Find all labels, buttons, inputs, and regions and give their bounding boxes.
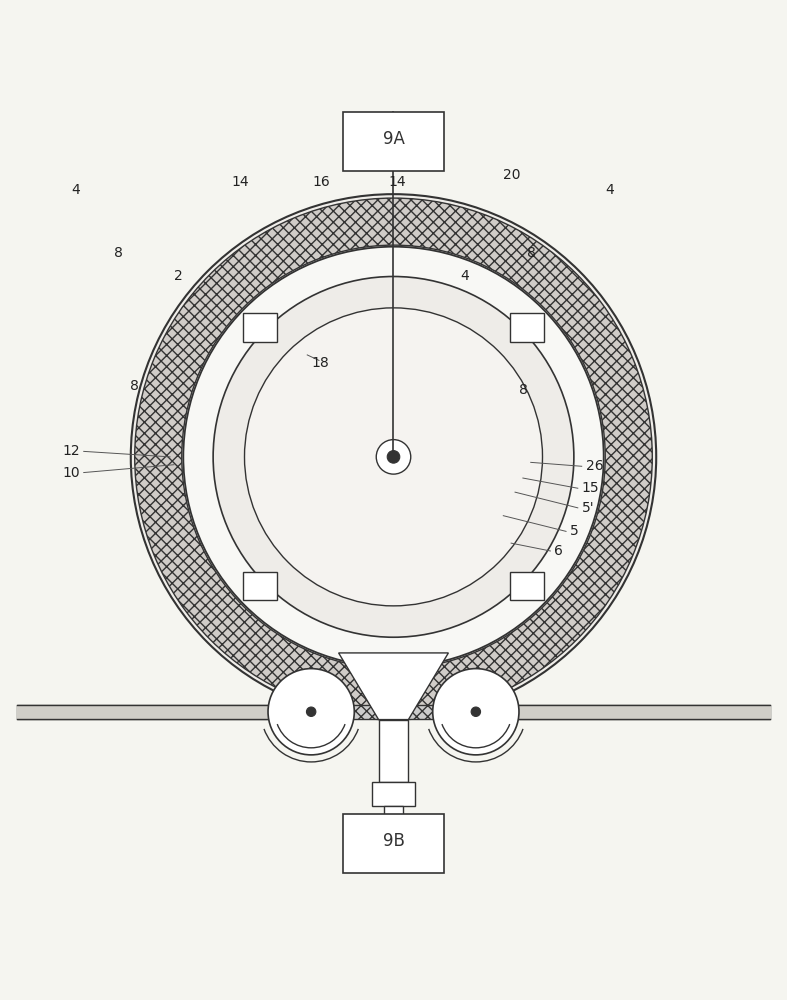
FancyBboxPatch shape [509, 572, 544, 600]
Text: 16: 16 [312, 175, 331, 189]
Circle shape [183, 247, 604, 667]
Circle shape [213, 276, 574, 637]
Circle shape [131, 194, 656, 720]
Circle shape [245, 308, 542, 606]
Text: 4: 4 [605, 183, 614, 197]
Circle shape [268, 669, 354, 755]
Text: 5: 5 [570, 524, 578, 538]
Text: 10: 10 [62, 466, 79, 480]
Text: 4: 4 [71, 183, 79, 197]
Text: 14: 14 [231, 175, 249, 189]
Text: 14: 14 [389, 175, 406, 189]
FancyBboxPatch shape [342, 814, 445, 873]
Text: 9B: 9B [382, 832, 405, 850]
FancyBboxPatch shape [384, 806, 403, 837]
Text: 5': 5' [582, 501, 594, 515]
FancyBboxPatch shape [509, 313, 544, 342]
Text: 18: 18 [311, 356, 329, 370]
Text: 6: 6 [554, 544, 563, 558]
FancyBboxPatch shape [243, 572, 278, 600]
Circle shape [471, 707, 481, 716]
Circle shape [376, 440, 411, 474]
Text: 20: 20 [504, 168, 521, 182]
FancyBboxPatch shape [372, 782, 415, 806]
FancyBboxPatch shape [342, 112, 445, 171]
Text: 2: 2 [174, 269, 183, 283]
Text: 8: 8 [130, 379, 139, 393]
Text: 8: 8 [114, 246, 123, 260]
Circle shape [433, 669, 519, 755]
Text: 8: 8 [519, 383, 528, 397]
Text: 8: 8 [527, 246, 536, 260]
Text: 9A: 9A [382, 130, 405, 148]
Text: 15: 15 [582, 481, 600, 495]
FancyBboxPatch shape [17, 705, 770, 719]
Polygon shape [338, 653, 449, 720]
Circle shape [387, 451, 400, 463]
Text: 26: 26 [586, 459, 604, 473]
Text: 4: 4 [460, 269, 469, 283]
Text: 12: 12 [62, 444, 79, 458]
FancyBboxPatch shape [243, 313, 278, 342]
Circle shape [306, 707, 316, 716]
FancyBboxPatch shape [379, 720, 408, 782]
